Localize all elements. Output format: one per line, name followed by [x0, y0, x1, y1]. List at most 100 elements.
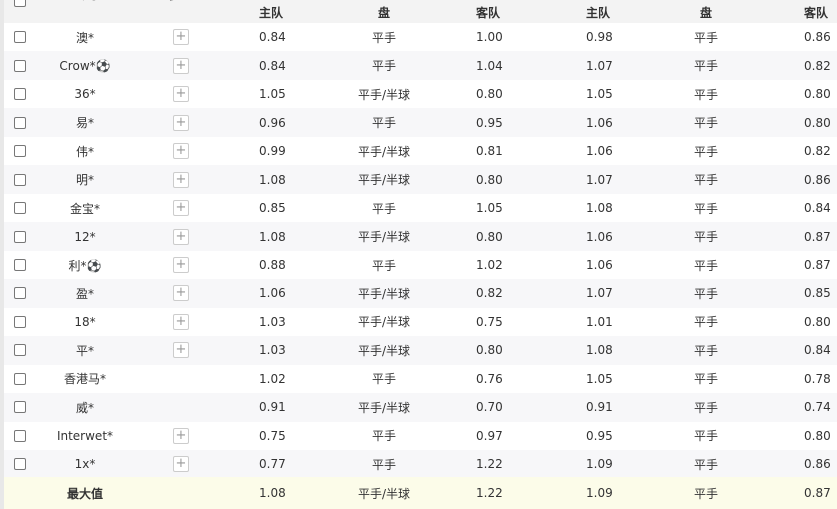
- table-row: Crow*⚽ +0.84 平手 1.04 1.07 平手 0.82: [4, 51, 837, 80]
- header-multi: 多盘: [169, 0, 193, 3]
- expand-plus-icon[interactable]: +: [173, 114, 189, 131]
- away-odds: 0.80: [476, 343, 503, 358]
- expand-plus-icon[interactable]: +: [173, 342, 189, 359]
- expand-plus-icon[interactable]: +: [173, 228, 189, 245]
- away-odds: 0.70: [476, 400, 503, 415]
- expand-plus-icon[interactable]: +: [173, 285, 189, 302]
- handicap-2: 平手: [693, 30, 718, 45]
- summary-away-2: 0.87: [804, 486, 831, 500]
- table-row: 36* +1.05 平手/半球 0.80 1.05 平手 0.80: [4, 80, 837, 109]
- row-checkbox[interactable]: [14, 458, 26, 471]
- row-checkbox[interactable]: [14, 315, 26, 328]
- company-name: 利*⚽: [68, 258, 102, 273]
- handicap-2: 平手: [693, 372, 718, 387]
- away-odds: 1.00: [476, 30, 503, 45]
- company-name: 盈*: [75, 286, 94, 301]
- away-odds-2: 0.80: [804, 314, 831, 329]
- table-row: 威* 0.91 平手/半球 0.70 0.91 平手 0.74: [4, 393, 837, 422]
- home-odds: 1.06: [259, 286, 286, 301]
- handicap: 平手/半球: [357, 87, 411, 102]
- handicap-2: 平手: [693, 116, 718, 131]
- handicap-2: 平手: [693, 258, 718, 273]
- handicap-2: 平手: [693, 230, 718, 245]
- company-name: 伟*: [75, 144, 94, 159]
- home-odds: 0.99: [259, 144, 286, 159]
- home-odds-2: 1.05: [586, 87, 613, 102]
- handicap-2: 平手: [693, 173, 718, 188]
- handicap-2: 平手: [693, 429, 718, 444]
- handicap-2: 平手: [693, 343, 718, 358]
- away-odds: 0.97: [476, 428, 503, 443]
- away-odds-2: 0.84: [804, 343, 831, 358]
- away-odds-2: 0.82: [804, 58, 831, 73]
- away-odds: 1.22: [476, 457, 503, 472]
- away-odds: 1.04: [476, 58, 503, 73]
- home-odds-2: 1.01: [586, 314, 613, 329]
- home-odds-2: 1.07: [586, 286, 613, 301]
- expand-plus-icon[interactable]: +: [173, 171, 189, 188]
- select-all-checkbox[interactable]: [14, 0, 26, 7]
- home-odds: 1.08: [259, 229, 286, 244]
- company-name: 威*: [75, 400, 94, 415]
- header-company: 公司: [73, 0, 97, 3]
- away-odds: 1.05: [476, 201, 503, 216]
- home-odds-2: 1.06: [586, 144, 613, 159]
- table-row: 利*⚽ +0.88 平手 1.02 1.06 平手 0.87: [4, 251, 837, 280]
- home-odds: 0.85: [259, 201, 286, 216]
- table-row: 香港马* 1.02 平手 0.76 1.05 平手 0.78: [4, 365, 837, 394]
- home-odds: 0.77: [259, 457, 286, 472]
- expand-plus-icon[interactable]: +: [173, 57, 189, 74]
- away-odds-2: 0.82: [804, 144, 831, 159]
- away-odds: 0.81: [476, 144, 503, 159]
- company-name: 1x*: [74, 457, 96, 472]
- company-name: 36*: [74, 87, 96, 102]
- expand-plus-icon[interactable]: +: [173, 29, 189, 46]
- handicap-2: 平手: [693, 457, 718, 472]
- row-checkbox[interactable]: [14, 59, 26, 72]
- away-odds: 0.75: [476, 314, 503, 329]
- row-checkbox[interactable]: [14, 259, 26, 271]
- summary-label: 最大值: [66, 486, 103, 501]
- home-odds: 0.84: [259, 58, 286, 73]
- header-away-2: 客队: [804, 6, 829, 20]
- handicap-2: 平手: [693, 59, 718, 74]
- home-odds: 1.05: [259, 87, 286, 102]
- home-odds-2: 1.06: [586, 258, 613, 272]
- expand-plus-icon[interactable]: +: [173, 456, 189, 473]
- expand-plus-icon[interactable]: +: [173, 86, 189, 103]
- expand-plus-icon[interactable]: +: [173, 257, 189, 273]
- handicap: 平手/半球: [357, 173, 411, 188]
- row-checkbox[interactable]: [14, 429, 26, 442]
- home-odds-2: 0.98: [586, 30, 613, 45]
- row-checkbox[interactable]: [14, 230, 26, 243]
- home-odds-2: 1.06: [586, 115, 613, 130]
- table-row: 易* +0.96 平手 0.95 1.06 平手 0.80: [4, 108, 837, 137]
- row-checkbox[interactable]: [14, 287, 26, 300]
- expand-plus-icon[interactable]: +: [173, 427, 189, 444]
- home-odds: 0.75: [259, 428, 286, 443]
- home-odds-2: 1.07: [586, 172, 613, 187]
- row-checkbox[interactable]: [14, 372, 26, 385]
- company-name: Crow*⚽: [59, 58, 111, 73]
- expand-plus-icon[interactable]: +: [173, 313, 189, 330]
- table-row: 明* +1.08 平手/半球 0.80 1.07 平手 0.86: [4, 165, 837, 194]
- away-odds-2: 0.78: [804, 371, 831, 386]
- row-checkbox[interactable]: [14, 173, 26, 186]
- row-checkbox[interactable]: [14, 202, 26, 215]
- home-odds: 0.84: [259, 30, 286, 45]
- away-odds-2: 0.80: [804, 428, 831, 443]
- table-row: 澳* +0.84 平手 1.00 0.98 平手 0.86: [4, 23, 837, 52]
- handicap: 平手: [371, 30, 396, 45]
- row-checkbox[interactable]: [14, 88, 26, 101]
- away-odds: 0.95: [476, 115, 503, 130]
- row-checkbox[interactable]: [14, 401, 26, 414]
- row-checkbox[interactable]: [14, 31, 26, 44]
- row-checkbox[interactable]: [14, 145, 26, 158]
- expand-plus-icon[interactable]: +: [173, 200, 189, 217]
- expand-plus-icon[interactable]: +: [173, 143, 189, 160]
- handicap: 平手: [371, 258, 396, 273]
- header-home-2: 主队: [586, 6, 611, 20]
- row-checkbox[interactable]: [14, 116, 26, 129]
- row-checkbox[interactable]: [14, 344, 26, 357]
- home-odds-2: 1.09: [586, 457, 613, 472]
